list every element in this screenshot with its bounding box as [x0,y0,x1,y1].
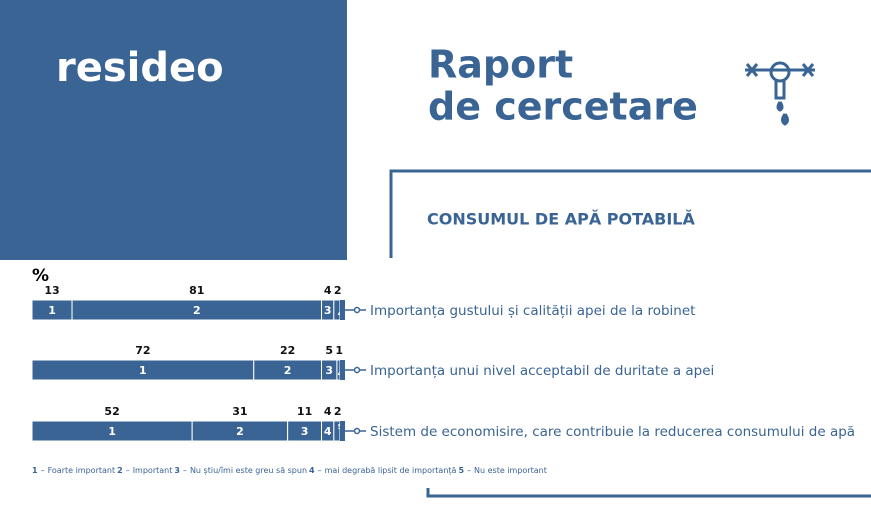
legend-name: Nu știu/îmi este greu să spun [190,466,307,476]
category-label: Sistem de economisire, care contribuie l… [370,424,855,440]
legend-entry: 1– Foarte important [32,466,115,475]
segment-key: 2 [284,364,292,377]
category-label: Importanța gustului și calității apei de… [370,303,695,319]
segment-key: 1 [139,364,147,377]
segment-key: 1 [108,425,116,438]
value-label: 13 [44,284,59,297]
bar-cap [340,421,345,441]
legend-separator: – [467,466,471,475]
segment-key: 1 [48,304,56,317]
legend-key: 3 [174,466,180,475]
frame [426,488,871,498]
segment-key: 3 [301,425,309,438]
segment-key: 4 [324,425,332,438]
legend-key: 4 [309,466,315,475]
faucet-icon [745,61,815,126]
legend-entry: 2– Important [117,466,172,475]
legend-separator: – [41,466,45,475]
value-label: 1 [335,344,343,357]
legend-name: Foarte important [48,466,116,475]
value-label: 4 [324,284,332,297]
legend-entry: 4– mai degrabă lipsit de importanță [309,466,456,476]
category-label: Importanța unui nivel acceptabil de duri… [370,363,714,379]
connector-dot [353,427,361,435]
legend-separator: – [126,466,130,475]
value-label: 72 [135,344,150,357]
value-label: 52 [104,405,119,418]
segment-key: 3 [325,364,333,377]
value-label: 5 [325,344,333,357]
value-label: 2 [334,405,342,418]
legend-separator: – [318,466,322,475]
title: de cercetare [428,85,698,129]
segment-key: 3 [324,304,332,317]
bar-cap [340,360,345,380]
segment-key: 2 [193,304,201,317]
legend-separator: – [183,466,187,475]
legend-key: 5 [458,466,464,475]
segment-key: 2 [236,425,244,438]
value-label: 81 [189,284,204,297]
value-label: 4 [324,405,332,418]
legend-entry: 5– Nu este important [458,466,546,475]
legend-name: mai degrabă lipsit de importanță [325,466,457,476]
legend-entry: 3– Nu știu/îmi este greu să spun [174,466,307,476]
legend-key: 1 [32,466,38,475]
legend: 1– Foarte important 2– Important 3– Nu știu/î… [32,466,547,476]
bar-cap [340,300,345,320]
legend-name: Important [133,466,173,475]
value-label: 11 [297,405,312,418]
logo: resideo [56,45,224,91]
legend-name: Nu este important [474,466,547,475]
legend-key: 2 [117,466,123,475]
connector-dot [353,366,361,374]
value-label: 22 [280,344,295,357]
unit: % [32,266,49,286]
subtitle: CONSUMUL DE APĂ POTABILĂ [427,210,696,229]
brand-block [0,0,347,260]
title: Raport [428,43,573,87]
connector-dot [353,306,361,314]
value-label: 31 [232,405,247,418]
value-label: 2 [334,284,342,297]
frame [389,169,871,258]
